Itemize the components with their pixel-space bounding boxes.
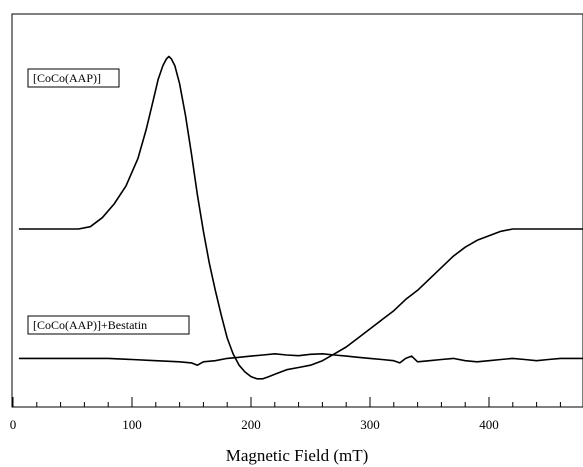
x-tick-label: 0 [10, 417, 17, 432]
x-major-ticks [12, 397, 490, 407]
plot-frame [11, 13, 583, 408]
series-line-2 [18, 352, 583, 367]
x-minor-ticks [36, 402, 561, 407]
legend-label-1: [CoCo(AAP)] [33, 71, 101, 85]
x-tick-label: 200 [241, 417, 261, 432]
legend-label-2: [CoCo(AAP)]+Bestatin [33, 318, 147, 332]
legend-frame-2 [27, 315, 190, 335]
legend-frame-1 [27, 68, 120, 88]
series-lines [18, 55, 583, 380]
legend-box-1: [CoCo(AAP)] [27, 68, 120, 88]
series-line-1 [18, 55, 583, 380]
legend-box-2: [CoCo(AAP)]+Bestatin [27, 315, 190, 335]
x-tick-label: 300 [360, 417, 380, 432]
x-tick-label: 400 [479, 417, 499, 432]
x-tick-labels: 0 100 200 300 400 [10, 417, 499, 432]
x-axis-title: Magnetic Field (mT) [226, 446, 369, 465]
x-tick-label: 100 [122, 417, 142, 432]
